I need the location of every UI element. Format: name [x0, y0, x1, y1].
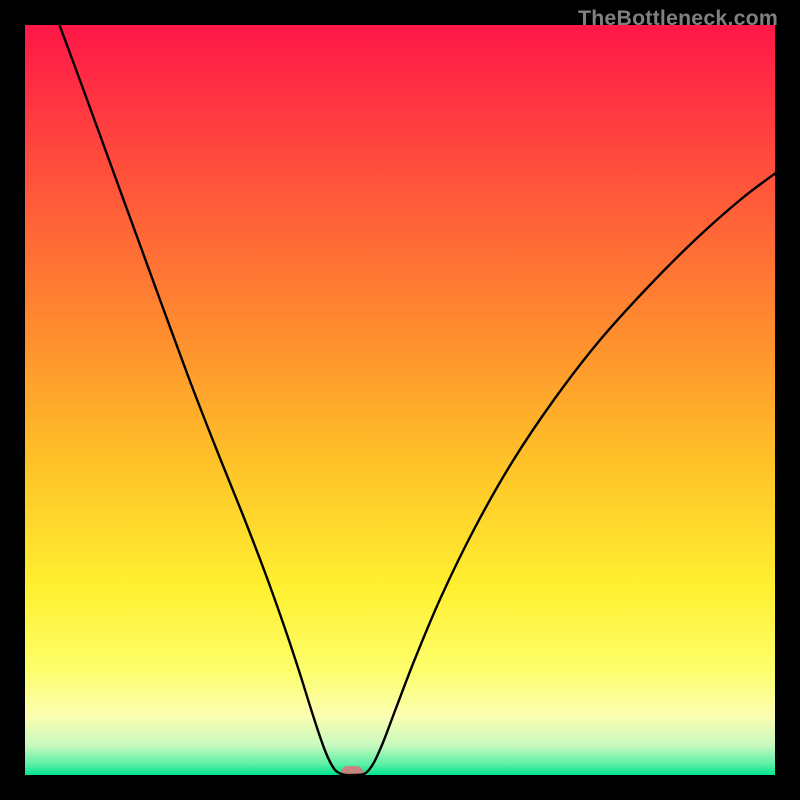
chart-frame: TheBottleneck.com — [0, 0, 800, 800]
bottleneck-chart — [0, 0, 800, 800]
gradient-background — [25, 25, 775, 775]
watermark-text: TheBottleneck.com — [578, 6, 778, 31]
